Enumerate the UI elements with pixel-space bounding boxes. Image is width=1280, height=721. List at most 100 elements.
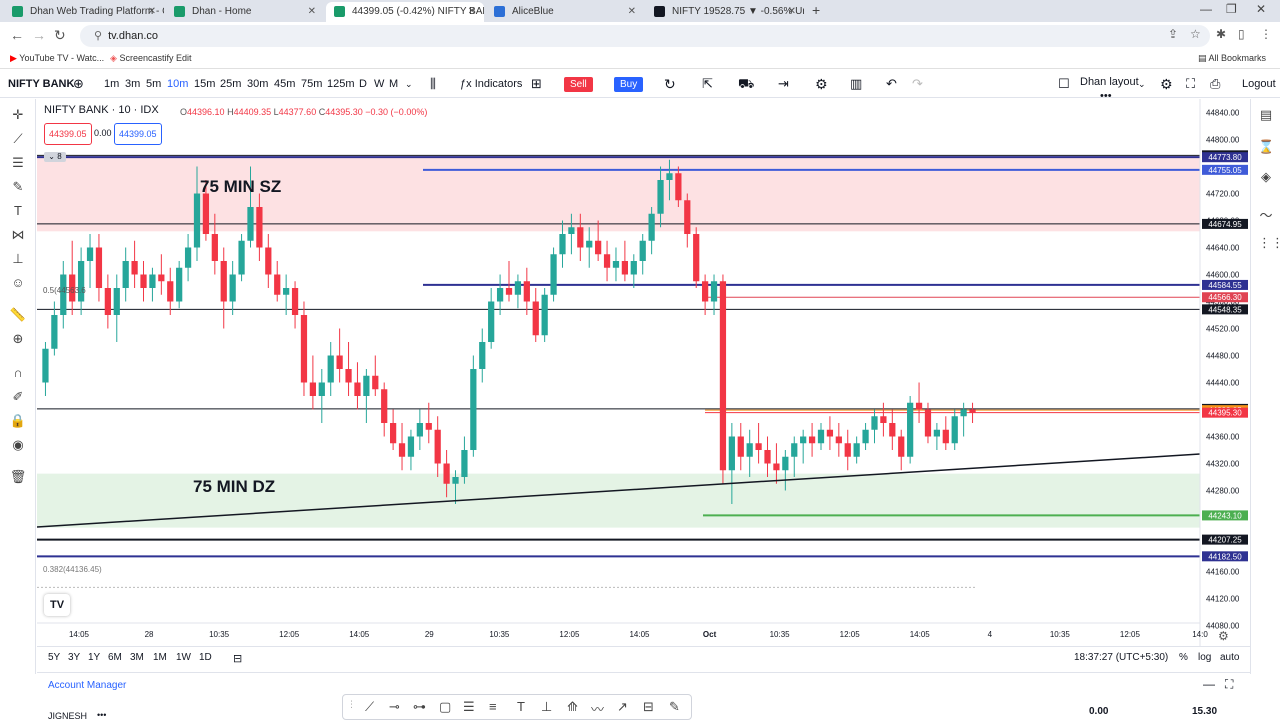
browser-tab[interactable]: AliceBlue ✕ [486, 2, 644, 22]
browser-tab[interactable]: Dhan Web Trading Platform - C ✕ [4, 2, 164, 22]
templates-icon[interactable]: ⊞ [531, 76, 542, 91]
indicators-button[interactable]: ƒx Indicators [460, 70, 522, 98]
range-1m[interactable]: 1M [153, 652, 167, 663]
magnet-icon[interactable]: ∩ [13, 365, 23, 380]
text-tool-icon[interactable]: T [14, 203, 22, 218]
logout-button[interactable]: Logout [1242, 78, 1276, 90]
popout-icon[interactable]: ⇱ [702, 76, 713, 91]
extensions-icon[interactable]: ✱ [1216, 27, 1227, 41]
exit-icon[interactable]: ⇥ [778, 76, 789, 91]
browser-tab[interactable]: Dhan - Home ✕ [166, 2, 324, 22]
arrow-icon[interactable]: ↗ [617, 699, 628, 714]
log-scale-toggle[interactable]: log [1198, 652, 1212, 663]
brush-icon[interactable]: ✎ [12, 179, 24, 194]
buy-button[interactable]: Buy [614, 77, 644, 92]
fullscreen-icon[interactable]: ⛶ [1186, 76, 1196, 91]
interval-10m[interactable]: 10m [167, 78, 189, 90]
interval-125m[interactable]: 125m [327, 78, 355, 90]
browser-tab-active[interactable]: 44399.05 (-0.42%) NIFTY BANK ✕ [326, 2, 484, 22]
range-6m[interactable]: 6M [108, 652, 122, 663]
tradingview-logo[interactable]: TV [44, 594, 70, 616]
fib-tool-icon[interactable]: ☰ [463, 699, 475, 714]
pencil-icon[interactable]: ✎ [669, 699, 680, 714]
close-tab-icon[interactable]: ✕ [307, 6, 316, 17]
reload-icon[interactable]: ↻ [54, 27, 66, 43]
percent-scale-toggle[interactable]: % [1179, 652, 1188, 663]
account-more[interactable]: ••• [97, 710, 107, 720]
back-icon[interactable]: ← [10, 27, 24, 43]
lock-icon[interactable]: 🔒 [9, 413, 27, 428]
close-tab-icon[interactable]: ✕ [467, 6, 476, 17]
zoom-in-icon[interactable]: ⊕ [12, 331, 24, 346]
camera-icon[interactable]: ⎙ [1210, 76, 1221, 91]
date-range-icon[interactable]: ⊟ [233, 653, 243, 665]
interval-1m[interactable]: 1m [104, 78, 120, 90]
redo-icon[interactable]: ↷ [912, 76, 923, 91]
undo-icon[interactable]: ↶ [886, 76, 897, 91]
share-icon[interactable]: ⇪ [1168, 27, 1179, 41]
account-user[interactable]: JIGNESH [48, 711, 88, 721]
maximize-window-icon[interactable]: ❐ [1226, 2, 1237, 16]
minimize-panel-icon[interactable]: — [1203, 677, 1215, 691]
trash-icon[interactable]: 🗑 [9, 469, 27, 484]
youtube-tv-bookmark[interactable]: ▶ YouTube TV - Watc... [10, 53, 104, 64]
account-manager-title[interactable]: Account Manager [48, 680, 127, 691]
auto-scale-toggle[interactable]: auto [1220, 652, 1240, 663]
basket-icon[interactable]: ⛟ [738, 76, 755, 91]
url-field[interactable]: ⚲ tv.dhan.co [80, 25, 1210, 47]
parallel-channel-icon[interactable]: ≡ [489, 699, 497, 714]
sell-button[interactable]: Sell [564, 77, 593, 92]
interval-3m[interactable]: 3m [125, 78, 141, 90]
range-1y[interactable]: 1Y [88, 652, 101, 663]
crosshair-icon[interactable]: ✛ [12, 107, 24, 122]
interval-25m[interactable]: 25m [220, 78, 242, 90]
supply-zone-label[interactable]: 75 MIN SZ [200, 177, 282, 196]
trend-icon[interactable]: 〜 [1259, 208, 1273, 223]
scale-settings-icon[interactable]: ⚙ [1218, 629, 1229, 643]
pattern-icon[interactable]: ⋈ [11, 227, 25, 242]
symbol-search[interactable]: NIFTY BANK [8, 78, 75, 90]
clock-time[interactable]: 18:37:27 (UTC+5:30) [1074, 652, 1169, 663]
minimize-window-icon[interactable]: — [1200, 2, 1212, 16]
measure-icon[interactable]: ⊟ [643, 699, 654, 714]
chart-type-icon[interactable]: ⫼ [430, 76, 436, 91]
layout-checkbox-icon[interactable]: ☐ [1058, 76, 1070, 91]
interval-15m[interactable]: 15m [194, 78, 216, 90]
interval-30m[interactable]: 30m [247, 78, 269, 90]
layout-selector[interactable]: Dhan layout ••• [1080, 75, 1139, 103]
bar-chart-icon[interactable]: ▥ [850, 76, 863, 91]
compare-symbol-icon[interactable]: ⊕ [73, 76, 84, 91]
vertical-line-icon[interactable]: ⊥ [541, 699, 553, 714]
refresh-icon[interactable]: ↻ [664, 76, 676, 92]
emoji-icon[interactable]: ☺ [11, 275, 25, 290]
interval-d[interactable]: D [359, 78, 367, 90]
collapse-toggle[interactable]: ⌄ 8 [44, 152, 66, 162]
browser-menu-icon[interactable]: ⋮ [1260, 27, 1272, 41]
sell-price-box[interactable]: 44399.05 [44, 123, 92, 145]
trend-line-icon[interactable]: ⟋ [13, 131, 23, 146]
alerts-icon[interactable]: ⌛ [1258, 139, 1275, 154]
interval-w[interactable]: W [374, 78, 385, 90]
symbol-legend-title[interactable]: NIFTY BANK · 10 · IDX [44, 104, 159, 116]
close-tab-icon[interactable]: ✕ [787, 6, 796, 17]
range-5y[interactable]: 5Y [48, 652, 61, 663]
rectangle-icon[interactable]: ▢ [439, 699, 452, 714]
prediction-icon[interactable]: ⊥ [12, 251, 24, 266]
line-tool-icon[interactable]: ⟋ [365, 699, 375, 714]
range-1w[interactable]: 1W [176, 652, 191, 663]
buy-price-box[interactable]: 44399.05 [114, 123, 162, 145]
lock-drawing-icon[interactable]: ✐ [12, 389, 24, 404]
close-tab-icon[interactable]: ✕ [147, 6, 156, 17]
fib-retracement-icon[interactable]: ☰ [12, 155, 24, 170]
layers-icon[interactable]: ◈ [1261, 169, 1271, 184]
demand-zone-label[interactable]: 75 MIN DZ [193, 477, 276, 496]
price-chart[interactable]: 44840.0044800.0044720.0044680.0044640.00… [37, 99, 1250, 646]
path-icon[interactable]: ⟰ [567, 699, 578, 714]
drag-handle-icon[interactable]: ⋮ [347, 699, 356, 709]
text-icon[interactable]: T [517, 699, 525, 714]
wave-icon[interactable]: 〰 [591, 702, 605, 717]
interval-45m[interactable]: 45m [274, 78, 296, 90]
expand-panel-icon[interactable]: ⛶ [1225, 677, 1234, 691]
watchlist-icon[interactable]: ▤ [1259, 107, 1273, 122]
horizontal-line-icon[interactable]: ⊶ [413, 699, 426, 714]
